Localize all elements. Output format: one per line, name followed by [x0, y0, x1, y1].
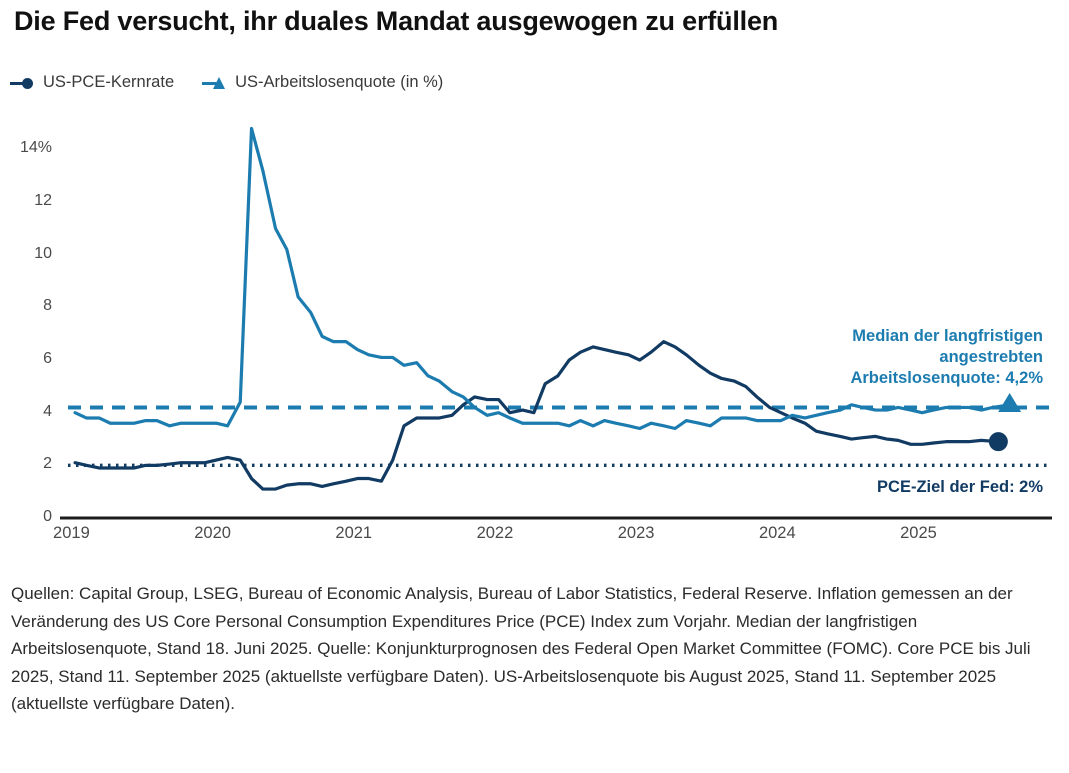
x-tick-label: 2025 [900, 524, 937, 542]
annotation-pce-target: PCE-Ziel der Fed: 2% [877, 478, 1043, 496]
y-tick-label: 2 [43, 455, 52, 473]
x-tick-label: 2022 [476, 524, 514, 542]
x-tick-label: 2024 [758, 524, 796, 542]
x-tick-label: 2023 [617, 524, 655, 542]
chart-footnote: Quellen: Capital Group, LSEG, Bureau of … [11, 584, 1031, 714]
x-tick-label: 2021 [335, 524, 373, 542]
end-marker-triangle-unemployment [998, 393, 1022, 413]
x-tick-label: 2019 [53, 524, 90, 542]
line-triangle-marker-icon [202, 76, 228, 90]
legend-label-pce: US-PCE-Kernrate [43, 73, 175, 91]
annotation-unemployment-target: Median der langfristigen angestrebten Ar… [773, 326, 1043, 389]
x-tick-label: 2020 [194, 524, 231, 542]
annotation-unemployment-line1: Median der langfristigen [852, 327, 1043, 345]
annotation-unemployment-line2: angestrebten [939, 348, 1043, 367]
page-title: Die Fed versucht, ihr duales Mandat ausg… [14, 6, 779, 36]
end-marker-circle-pce [988, 432, 1008, 452]
legend-item-pce[interactable]: US-PCE-Kernrate [10, 73, 174, 92]
y-tick-label: 6 [43, 350, 52, 368]
line-circle-marker-icon [10, 76, 36, 90]
annotation-unemployment-line3: Arbeitslosenquote: 4,2% [850, 369, 1043, 388]
y-tick-label: 10 [34, 244, 52, 262]
chart-legend: US-PCE-Kernrate US-Arbeitslosenquote (in… [10, 73, 443, 92]
y-tick-label: 14% [19, 139, 52, 157]
y-tick-label: 4 [43, 402, 52, 420]
legend-item-unemployment[interactable]: US-Arbeitslosenquote (in %) [202, 73, 443, 92]
legend-label-unemployment: US-Arbeitslosenquote (in %) [235, 73, 444, 91]
y-tick-label: 12 [34, 192, 52, 210]
y-tick-label: 0 [43, 508, 52, 525]
y-tick-label: 8 [43, 297, 52, 315]
